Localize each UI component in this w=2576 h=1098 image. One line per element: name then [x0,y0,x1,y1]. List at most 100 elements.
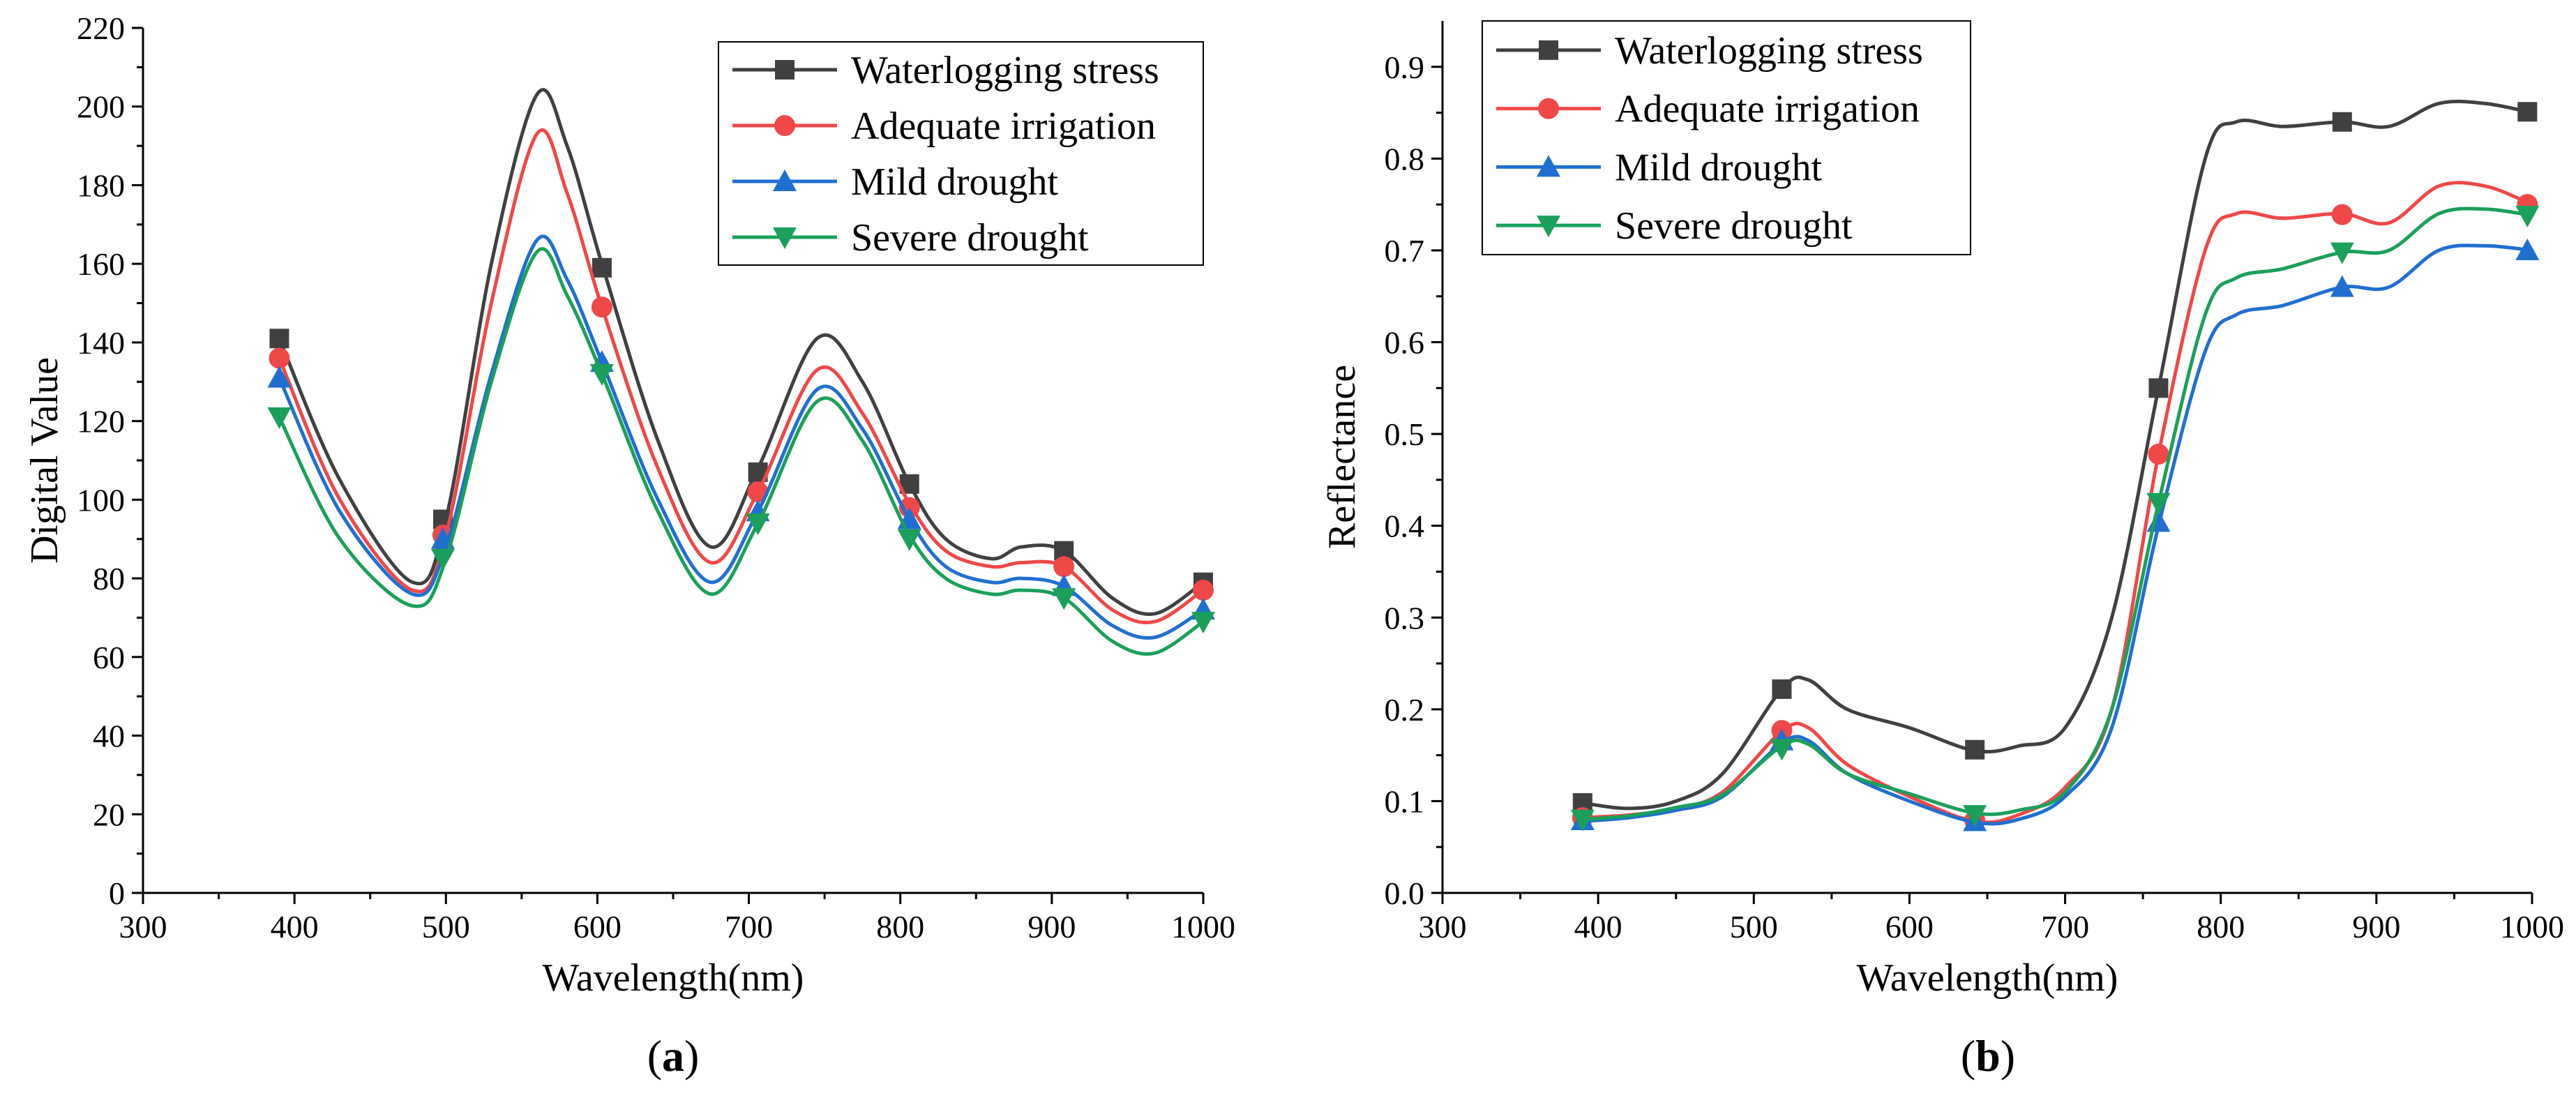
data-point-marker [2515,205,2540,227]
data-point-marker [1965,739,1985,760]
data-point-marker [267,366,292,388]
legend-label: Waterlogging stress [851,49,1159,92]
legend-entry: Mild drought [732,160,1059,204]
y-tick-label: 0.7 [1385,233,1425,269]
data-point-marker [1772,679,1792,699]
legend-label: Adequate irrigation [1615,88,1920,131]
data-point-marker [267,407,292,429]
data-point-marker [1053,556,1075,578]
panel-b: 300 400 500 600 700 800 900 1000 0.0 0.1 0.2 0.3 0.4… [1320,20,2564,1081]
y-tick-label: 200 [77,89,125,125]
legend-label: Severe drought [1615,204,1853,248]
y-tick-label: 60 [93,640,125,675]
y-tick-label: 140 [77,325,125,361]
y-tick-label: 80 [93,561,125,596]
legend-marker-icon [1537,216,1560,238]
data-point-marker [1193,580,1214,601]
data-point-marker [1052,588,1076,610]
y-tick-label: 0.4 [1385,509,1425,544]
x-tick-label: 800 [876,909,924,945]
data-point-marker [592,257,612,278]
legend-label: Waterlogging stress [1615,29,1923,73]
x-tick-label: 1000 [2500,909,2564,945]
y-tick-label: 100 [77,482,125,518]
legend: Waterlogging stress Adequate irrigation Mi… [1482,20,1971,255]
legend-label: Adequate irrigation [851,105,1156,148]
data-point-marker [1570,809,1595,832]
y-tick-label: 0.8 [1385,141,1425,176]
panel-label-letter: a [662,1031,684,1081]
data-point-marker [430,548,455,571]
y-axis-title: Digital Value [23,357,66,564]
data-point-marker [2330,275,2354,297]
data-point-marker [430,527,455,549]
y-tick-label: 0.2 [1385,692,1425,728]
panel-label-close-paren: ) [2001,1031,2015,1081]
data-point-marker [2330,242,2354,264]
data-point-marker [2331,204,2353,225]
panel-label-close-paren: ) [684,1031,699,1081]
legend-marker-icon [1538,98,1559,119]
y-tick-label: 0.1 [1385,783,1425,819]
panel-label-open-paren: ( [1961,1031,1975,1081]
series-severe-drought [267,247,1215,656]
panel-label-open-paren: ( [647,1031,662,1081]
series-line [1581,206,2534,822]
y-tick-label: 40 [93,719,125,754]
y-tick-label: 180 [77,167,125,203]
x-tick-label: 600 [573,909,622,945]
data-point-marker [2146,492,2171,515]
legend-entry: Adequate irrigation [1496,88,1920,131]
y-axis-title: Reflectance [1320,365,1364,549]
x-tick-label: 700 [2041,909,2089,945]
legend-entry: Waterlogging stress [732,49,1159,92]
x-tick-label: 600 [1885,909,1934,945]
x-tick-label: 800 [2197,909,2245,945]
data-point-marker [897,529,921,551]
y-tick-label: 0.9 [1385,50,1425,85]
legend-marker-icon [773,227,797,249]
x-tick-label: 500 [422,909,470,945]
data-point-marker [269,329,289,349]
x-axis-title: Wavelength(nm) [543,956,804,1000]
legend-marker-icon [774,115,795,136]
data-point-marker [589,364,614,386]
series-adequate-irrigation [269,128,1214,624]
data-point-marker [1963,805,1987,827]
data-point-marker [2332,112,2352,132]
panel-label-letter: b [1975,1031,2001,1081]
legend-entry: Severe drought [1496,204,1853,248]
x-tick-label: 900 [1027,909,1076,945]
legend-entry: Severe drought [732,216,1089,260]
data-point-marker [746,513,770,536]
y-tick-label: 220 [77,10,125,46]
y-tick-label: 0.5 [1385,416,1425,452]
panel-label: (b) [1961,1031,2015,1081]
legend-box [718,41,1204,266]
panel-a: 300 400 500 600 700 800 900 1000 0 20 40 60 80 100 120… [23,10,1235,1081]
legend-entry: Adequate irrigation [732,105,1156,148]
x-tick-label: 300 [1419,909,1467,945]
y-tick-label: 0.3 [1385,600,1425,636]
x-axis-title: Wavelength(nm) [1857,956,2118,1000]
data-point-marker [1191,612,1215,634]
y-tick-label: 20 [93,797,125,832]
legend-label: Severe drought [851,216,1089,260]
data-point-marker [2515,238,2540,260]
legend-label: Mild drought [851,160,1059,204]
panel-label: (a) [647,1031,700,1081]
y-tick-label: 0 [109,875,125,911]
legend-entry: Mild drought [1496,146,1823,189]
y-tick-label: 160 [77,246,125,282]
y-tick-label: 120 [77,404,125,439]
legend: Waterlogging stress Adequate irrigation Mi… [718,41,1204,266]
data-point-marker [2148,378,2169,398]
legend-marker-icon [775,60,794,80]
legend-marker-icon [1537,155,1560,177]
x-tick-label: 400 [271,909,319,945]
legend-marker-icon [773,170,797,191]
x-tick-label: 300 [119,909,167,945]
legend-entry: Waterlogging stress [1496,29,1923,73]
data-point-marker [591,296,612,318]
